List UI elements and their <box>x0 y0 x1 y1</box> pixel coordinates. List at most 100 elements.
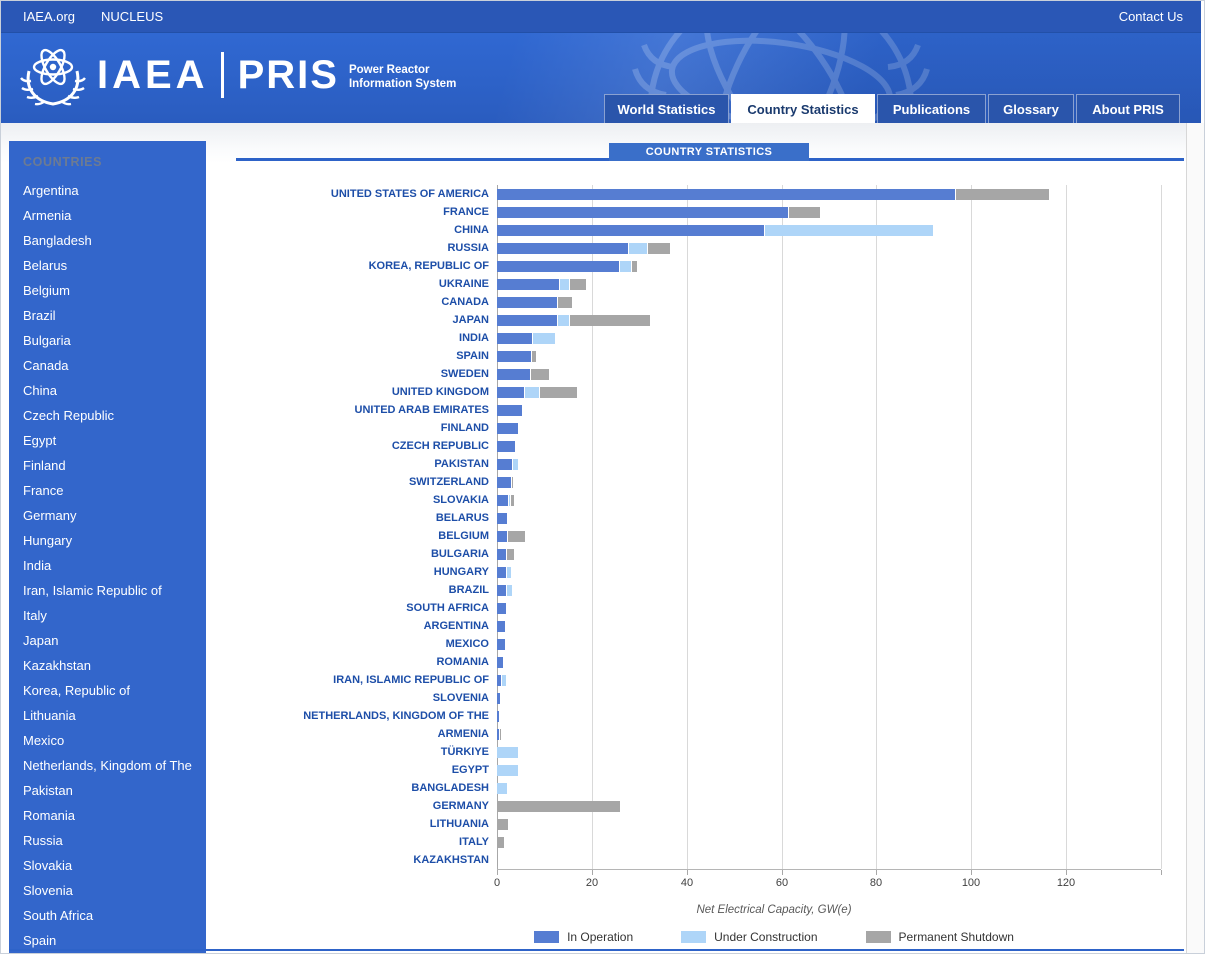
scrollbar-track[interactable] <box>1186 123 1204 953</box>
chart-row-south-africa: SOUTH AFRICA <box>246 599 1176 617</box>
x-tick-label-100: 100 <box>961 877 981 889</box>
topbar-link-iaea-org[interactable]: IAEA.org <box>23 9 76 24</box>
sidebar-item-italy[interactable]: Italy <box>23 608 47 623</box>
bar-segment-in-operation <box>497 692 501 704</box>
gridline-120 <box>1066 185 1067 869</box>
bar-segment-in-operation <box>497 260 619 272</box>
bar-segment-permanent-shutdown <box>506 530 525 542</box>
chart-row-label: UNITED KINGDOM <box>391 386 489 398</box>
sidebar-item-brazil[interactable]: Brazil <box>23 308 56 323</box>
chart-row-brazil: BRAZIL <box>246 581 1176 599</box>
chart-row-label: BANGLADESH <box>411 782 489 794</box>
chart-row-bars <box>497 527 1176 545</box>
chart-row-label: ARGENTINA <box>423 620 489 632</box>
tab-publications[interactable]: Publications <box>877 94 986 123</box>
sidebar-item-belarus[interactable]: Belarus <box>23 258 68 273</box>
sidebar-item-slovakia[interactable]: Slovakia <box>23 858 73 873</box>
chart-row-bars <box>497 707 1176 725</box>
bar-segment-in-operation <box>497 512 508 524</box>
sidebar-item-bangladesh[interactable]: Bangladesh <box>23 233 92 248</box>
chart-row-mexico: MEXICO <box>246 635 1176 653</box>
chart-row-romania: ROMANIA <box>246 653 1176 671</box>
chart-row-label: RUSSIA <box>447 242 489 254</box>
chart-row-bars <box>497 329 1176 347</box>
sidebar-item-finland[interactable]: Finland <box>23 458 66 473</box>
bar-segment-permanent-shutdown <box>788 206 820 218</box>
sidebar-item-russia[interactable]: Russia <box>23 833 63 848</box>
chart-row-bars <box>497 401 1176 419</box>
gridline-40 <box>687 185 688 869</box>
chart-row-bars <box>497 617 1176 635</box>
sidebar-item-japan[interactable]: Japan <box>23 633 59 648</box>
bar-segment-in-operation <box>497 404 522 416</box>
sidebar-item-czech-republic[interactable]: Czech Republic <box>23 408 115 423</box>
tab-about-pris[interactable]: About PRIS <box>1076 94 1180 123</box>
sidebar-item-canada[interactable]: Canada <box>23 358 69 373</box>
sidebar-item-argentina[interactable]: Argentina <box>23 183 79 198</box>
chart-row-bars <box>497 437 1176 455</box>
tab-glossary[interactable]: Glossary <box>988 94 1074 123</box>
sidebar-item-slovenia[interactable]: Slovenia <box>23 883 73 898</box>
tick-mark-0 <box>497 870 498 875</box>
sidebar-item-hungary[interactable]: Hungary <box>23 533 73 548</box>
bar-segment-permanent-shutdown <box>497 854 498 866</box>
chart-row-bars <box>497 347 1176 365</box>
chart-row-label: JAPAN <box>452 314 489 326</box>
sidebar-item-india[interactable]: India <box>23 558 52 573</box>
chart-row-label: FINLAND <box>440 422 489 434</box>
chart-row-bars <box>497 221 1176 239</box>
chart-row-bars <box>497 383 1176 401</box>
chart-row-label: CZECH REPUBLIC <box>391 440 489 452</box>
bar-segment-in-operation <box>497 350 531 362</box>
tick-mark-140 <box>1161 870 1162 875</box>
sidebar-item-south-africa[interactable]: South Africa <box>23 908 94 923</box>
sidebar-item-korea-republic-of[interactable]: Korea, Republic of <box>23 683 130 698</box>
chart-row-bars <box>497 239 1176 257</box>
tick-mark-60 <box>782 870 783 875</box>
tab-country-statistics[interactable]: Country Statistics <box>731 94 875 123</box>
bar-segment-in-operation <box>497 278 560 290</box>
legend-swatch-under-construction <box>681 931 707 943</box>
chart-rows: UNITED STATES OF AMERICA FRANCE CHINA RUSSI… <box>246 185 1176 869</box>
chart-row-label: SLOVAKIA <box>432 494 489 506</box>
chart-row-bars <box>497 815 1176 833</box>
sidebar-item-spain[interactable]: Spain <box>23 933 57 948</box>
chart-row-united-arab-emirates: UNITED ARAB EMIRATES <box>246 401 1176 419</box>
tick-mark-120 <box>1066 870 1067 875</box>
tab-world-statistics[interactable]: World Statistics <box>604 94 729 123</box>
chart-row-label: LITHUANIA <box>429 818 489 830</box>
contact-us-link[interactable]: Contact Us <box>1118 9 1183 24</box>
sidebar-item-mexico[interactable]: Mexico <box>23 733 65 748</box>
chart-row-label: ITALY <box>459 836 489 848</box>
chart-row-united-kingdom: UNITED KINGDOM <box>246 383 1176 401</box>
chart-row-egypt: EGYPT <box>246 761 1176 779</box>
legend-label: Under Construction <box>714 930 818 944</box>
chart-row-bars <box>497 725 1176 743</box>
chart-row-bars <box>497 311 1176 329</box>
bar-segment-permanent-shutdown <box>511 476 514 488</box>
sidebar-item-china[interactable]: China <box>23 383 57 398</box>
bar-segment-in-operation <box>497 440 516 452</box>
bar-segment-under-construction <box>532 332 556 344</box>
sidebar-item-belgium[interactable]: Belgium <box>23 283 70 298</box>
x-tick-label-80: 80 <box>869 877 883 889</box>
sidebar-item-lithuania[interactable]: Lithuania <box>23 708 76 723</box>
chart-row-bars <box>497 203 1176 221</box>
sidebar-item-netherlands-kingdom-of-the[interactable]: Netherlands, Kingdom of The <box>23 758 192 773</box>
topbar-links: IAEA.org NUCLEUS <box>1 9 1119 24</box>
bar-segment-permanent-shutdown <box>498 728 501 740</box>
sidebar-item-bulgaria[interactable]: Bulgaria <box>23 333 71 348</box>
chart-row-sweden: SWEDEN <box>246 365 1176 383</box>
sidebar-item-iran-islamic-republic-of[interactable]: Iran, Islamic Republic of <box>23 583 162 598</box>
topbar-link-nucleus[interactable]: NUCLEUS <box>101 9 164 24</box>
sidebar-item-germany[interactable]: Germany <box>23 508 77 523</box>
sidebar-item-france[interactable]: France <box>23 483 64 498</box>
sidebar-item-armenia[interactable]: Armenia <box>23 208 72 223</box>
bar-segment-in-operation <box>497 458 512 470</box>
sidebar-item-romania[interactable]: Romania <box>23 808 76 823</box>
bar-segment-permanent-shutdown <box>631 260 638 272</box>
sidebar-item-kazakhstan[interactable]: Kazakhstan <box>23 658 91 673</box>
sidebar-item-pakistan[interactable]: Pakistan <box>23 783 73 798</box>
sidebar-item-egypt[interactable]: Egypt <box>23 433 57 448</box>
gridline-20 <box>592 185 593 869</box>
